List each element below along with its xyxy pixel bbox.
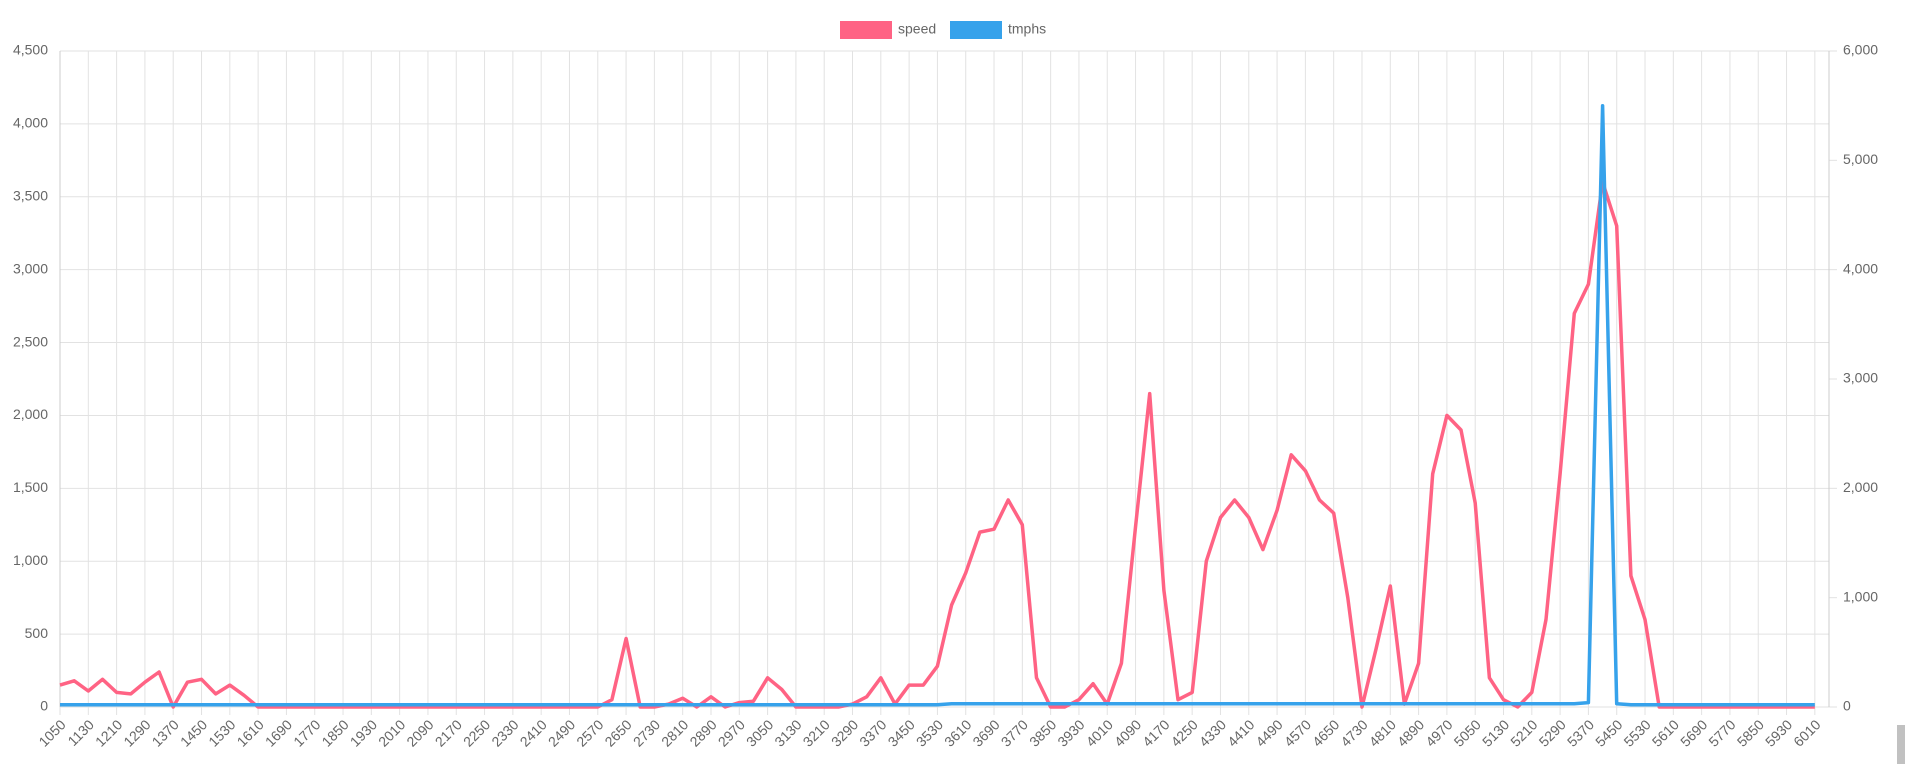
x-tick-label: 2010 [375,716,408,749]
y-tick-label: 4,000 [13,115,48,131]
legend-label: speed [898,21,936,37]
x-tick-label: 4170 [1139,716,1172,749]
y-tick-label: 0 [40,698,48,714]
x-tick-label: 2250 [460,716,493,749]
x-tick-label: 2170 [432,716,465,749]
legend-swatch [840,21,892,39]
x-tick-label: 4090 [1111,716,1144,749]
y-tick-label: 1,500 [13,479,48,495]
x-tick-label: 5930 [1762,716,1795,749]
x-tick-label: 1610 [234,716,267,749]
x-tick-label: 3770 [998,716,1031,749]
y-tick-label: 4,500 [13,42,48,58]
x-tick-label: 3130 [771,716,804,749]
legend-swatch [950,21,1002,39]
x-tick-label: 2410 [517,716,550,749]
x-tick-label: 4970 [1422,716,1455,749]
x-tick-label: 5370 [1564,716,1597,749]
x-tick-label: 6010 [1790,716,1823,749]
x-tick-label: 1770 [290,716,323,749]
x-tick-label: 4250 [1168,716,1201,749]
x-tick-label: 4570 [1281,716,1314,749]
x-tick-label: 4810 [1366,716,1399,749]
x-tick-label: 2810 [658,716,691,749]
x-tick-label: 2090 [403,716,436,749]
y-tick-label: 2,500 [13,333,48,349]
x-tick-label: 5770 [1705,716,1738,749]
series-line [60,103,1815,707]
x-tick-label: 3370 [856,716,889,749]
y2-tick-label: 0 [1843,698,1851,714]
x-tick-label: 5290 [1536,716,1569,749]
x-tick-label: 3450 [885,716,918,749]
x-tick-label: 4890 [1394,716,1427,749]
x-tick-label: 1130 [64,716,97,749]
x-tick-label: 1930 [347,716,380,749]
x-tick-label: 4730 [1337,716,1370,749]
y2-tick-label: 3,000 [1843,370,1878,386]
x-tick-label: 5210 [1507,716,1540,749]
y-tick-label: 3,000 [13,260,48,276]
x-tick-label: 5610 [1649,716,1682,749]
x-tick-label: 1690 [262,716,295,749]
x-tick-label: 4330 [1196,716,1229,749]
x-tick-label: 4490 [1252,716,1285,749]
x-tick-label: 5130 [1479,716,1512,749]
x-tick-label: 5690 [1677,716,1710,749]
y-tick-label: 2,000 [13,406,48,422]
x-tick-label: 3610 [941,716,974,749]
legend-label: tmphs [1008,21,1046,37]
x-tick-label: 1530 [205,716,238,749]
x-tick-label: 1290 [120,716,153,749]
x-tick-label: 1850 [318,716,351,749]
x-tick-label: 3850 [1026,716,1059,749]
x-tick-label: 2890 [686,716,719,749]
x-tick-label: 2330 [488,716,521,749]
y2-tick-label: 2,000 [1843,479,1878,495]
x-tick-label: 3050 [743,716,776,749]
x-tick-label: 4410 [1224,716,1257,749]
x-tick-label: 5050 [1451,716,1484,749]
x-tick-label: 4010 [1083,716,1116,749]
x-tick-label: 3530 [913,716,946,749]
x-tick-label: 2730 [630,716,663,749]
x-tick-label: 3290 [828,716,861,749]
x-tick-label: 3690 [969,716,1002,749]
y2-tick-label: 4,000 [1843,260,1878,276]
x-tick-label: 2970 [715,716,748,749]
y2-tick-label: 1,000 [1843,588,1878,604]
x-tick-label: 1050 [35,716,68,749]
x-tick-label: 5450 [1592,716,1625,749]
x-tick-label: 3210 [800,716,833,749]
y-tick-label: 1,000 [13,552,48,568]
x-tick-label: 2650 [601,716,634,749]
x-tick-label: 5850 [1734,716,1767,749]
x-tick-label: 5530 [1620,716,1653,749]
x-tick-label: 2570 [573,716,606,749]
y-tick-label: 500 [25,625,49,641]
y-tick-label: 3,500 [13,187,48,203]
x-tick-label: 4650 [1309,716,1342,749]
x-tick-label: 3930 [1054,716,1087,749]
x-tick-label: 1450 [177,716,210,749]
scrollbar-thumb [1897,725,1905,764]
x-tick-label: 1210 [92,716,125,749]
x-tick-label: 2490 [545,716,578,749]
y2-tick-label: 6,000 [1843,42,1878,58]
x-tick-label: 1370 [149,716,182,749]
y2-tick-label: 5,000 [1843,151,1878,167]
